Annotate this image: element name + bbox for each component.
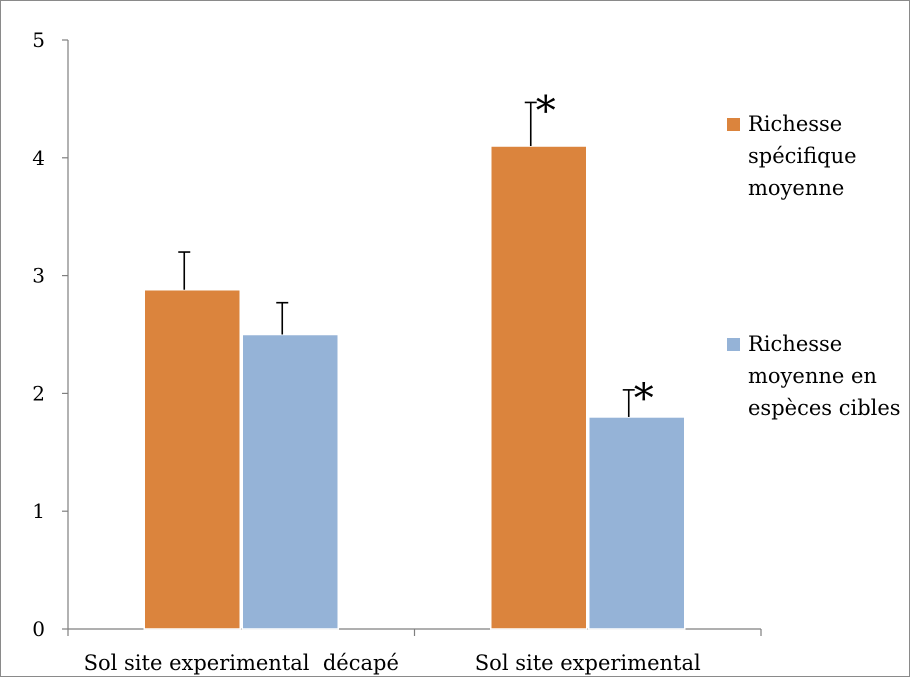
- significance-star: *: [634, 376, 654, 422]
- legend-label: espèces cibles: [748, 396, 901, 420]
- legend-label: spécifique: [748, 144, 857, 168]
- legend: Richesse spécifique moyenne Richesse moyenne…: [727, 112, 901, 420]
- labels: 0 1 2 3 4 5 Sol site experimental décapé * * Sol …: [32, 28, 701, 675]
- y-tick-label: 3: [32, 264, 45, 288]
- bar: [588, 416, 686, 630]
- y-tick-label: 5: [32, 28, 45, 52]
- y-tick-label: 2: [32, 381, 45, 405]
- significance-star: *: [536, 88, 556, 134]
- legend-swatch: [727, 118, 740, 131]
- legend-label: Richesse: [748, 112, 842, 136]
- legend-label: Richesse: [748, 332, 842, 356]
- x-category-label: Sol site experimental décapé: [84, 651, 399, 675]
- bars: [143, 145, 686, 630]
- legend-label: moyenne en: [748, 364, 877, 388]
- bar: [241, 333, 339, 630]
- bar: [490, 145, 588, 630]
- y-tick-label: 4: [32, 146, 45, 170]
- error-bars: [178, 101, 635, 417]
- bar: [143, 288, 241, 630]
- legend-label: moyenne: [748, 176, 844, 200]
- x-category-label: Sol site experimental: [475, 651, 701, 675]
- legend-swatch: [727, 338, 740, 351]
- y-tick-label: 1: [32, 499, 45, 523]
- y-tick-label: 0: [32, 617, 45, 641]
